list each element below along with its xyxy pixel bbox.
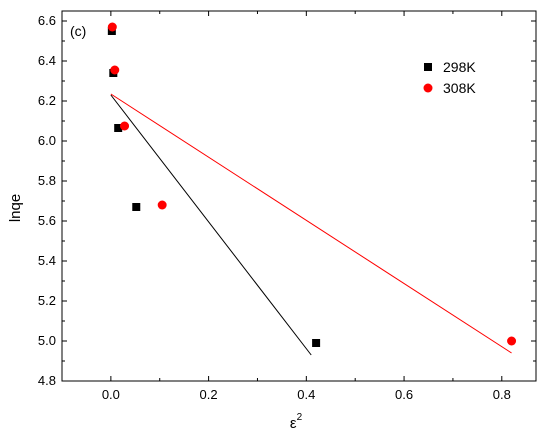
legend-label-308K: 308K (443, 80, 476, 96)
x-axis-title-base: ε (290, 415, 297, 432)
x-axis-title: ε2 (290, 412, 303, 432)
y-tick-label: 5.0 (38, 333, 56, 348)
point-298K (132, 203, 141, 211)
x-axis-title-superscript: 2 (297, 412, 303, 423)
data-points (107, 22, 517, 347)
point-308K (507, 336, 517, 346)
y-tick-label: 6.2 (38, 93, 56, 108)
y-tick-label: 6.6 (38, 13, 56, 28)
x-tick-label: 0.4 (297, 387, 315, 402)
fit-line-298K (110, 94, 312, 356)
y-tick-label: 4.8 (38, 373, 56, 388)
point-308K (110, 65, 120, 75)
legend: 298K 308K (423, 59, 476, 96)
y-tick-label: 5.6 (38, 213, 56, 228)
legend-marker-308K (423, 83, 433, 93)
point-308K (120, 121, 130, 131)
fit-line-308K (110, 93, 512, 354)
point-298K (114, 124, 123, 132)
panel-label: (c) (70, 23, 86, 39)
legend-marker-298K (424, 63, 432, 71)
x-tick-label: 0.6 (395, 387, 413, 402)
y-tick-label: 5.2 (38, 293, 56, 308)
y-tick-label: 6.4 (38, 53, 56, 68)
point-298K (312, 339, 321, 347)
point-308K (157, 200, 167, 210)
x-tick-label: 0.2 (200, 387, 218, 402)
legend-label-298K: 298K (443, 59, 476, 75)
y-tick-label: 5.4 (38, 253, 56, 268)
plot-frame (61, 10, 537, 382)
fit-lines (110, 93, 512, 356)
axis-ticks: 0.0 0.2 0.4 0.6 0.8 4.8 5.0 5.2 5.4 5.6 5.8 6.0 6.2 6… (38, 11, 536, 402)
x-tick-label: 0.8 (493, 387, 511, 402)
y-tick-label: 6.0 (38, 133, 56, 148)
plot-border (61, 10, 537, 382)
point-308K (107, 22, 117, 32)
y-tick-label: 5.8 (38, 173, 56, 188)
x-tick-label: 0.0 (102, 387, 120, 402)
y-axis-title: lnqe (7, 194, 24, 222)
